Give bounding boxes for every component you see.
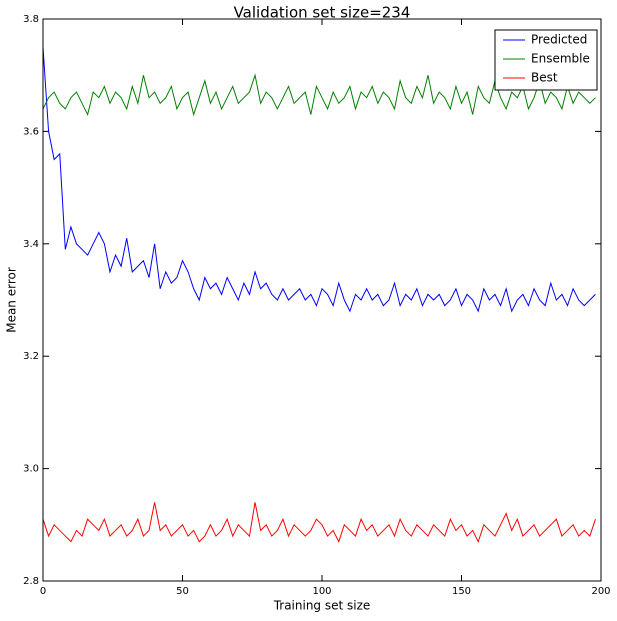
x-tick-label: 50 [176,586,189,597]
x-tick-label: 100 [312,586,331,597]
y-tick-label: 3.0 [23,464,39,475]
series-line [42,502,596,543]
legend-label: Predicted [531,33,587,47]
y-tick-label: 3.6 [23,126,39,137]
legend-label: Ensemble [531,52,590,66]
x-tick-label: 150 [452,586,471,597]
y-axis-label: Mean error [5,267,19,333]
legend-label: Best [531,71,558,85]
plot-frame [42,18,602,582]
y-tick-label: 2.8 [23,576,39,587]
chart-title: Validation set size=234 [234,4,411,22]
x-axis-label: Training set size [273,599,371,613]
y-tick-label: 3.4 [23,239,39,250]
y-tick-label: 3.2 [23,351,39,362]
series-line [42,73,596,117]
y-tick-label: 3.8 [23,14,39,25]
x-tick-label: 200 [591,586,610,597]
x-tick-label: 0 [40,586,46,597]
series-line [42,47,596,313]
